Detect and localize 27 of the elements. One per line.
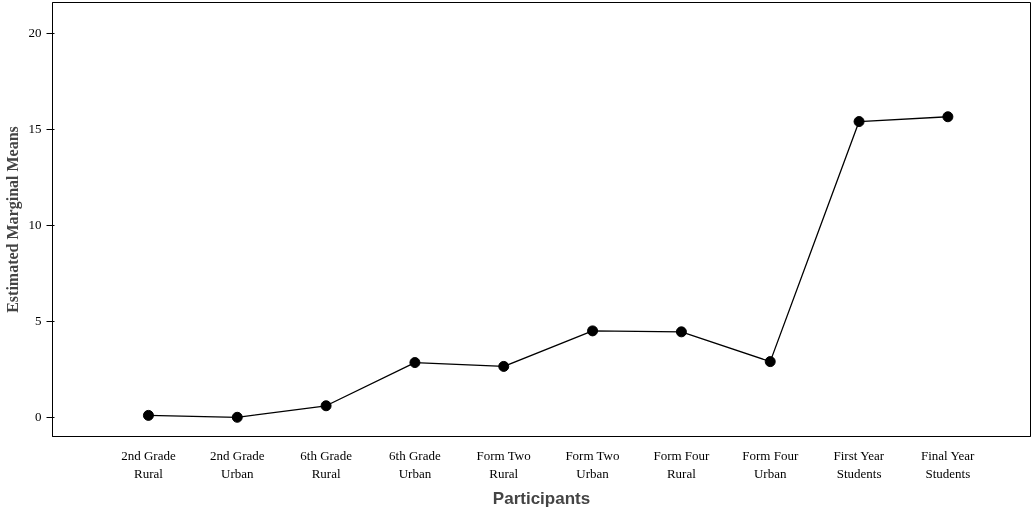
point — [587, 325, 599, 337]
x-tick-label: Form Two Rural — [476, 447, 531, 481]
x-tick-label: Form Four Rural — [653, 447, 711, 481]
x-tick-label: 6th Grade Urban — [389, 447, 441, 481]
x-tick-label: Form Four Urban — [742, 447, 799, 481]
y-tick-label: 10 — [28, 217, 42, 233]
x-tick-label: Form Two Urban — [565, 447, 620, 481]
y-axis-title: Estimated Marginal Means — [3, 126, 22, 313]
point — [853, 116, 865, 128]
point — [231, 411, 243, 423]
point — [675, 326, 687, 338]
y-tick-label: 15 — [28, 121, 42, 137]
point — [498, 360, 510, 372]
x-tick-label: 2nd Grade Urban — [210, 447, 265, 481]
x-tick-label: First Year Students — [833, 447, 885, 481]
point — [320, 400, 332, 412]
y-tick-label: 20 — [28, 25, 42, 41]
point — [142, 409, 154, 421]
point — [942, 111, 954, 123]
point — [409, 357, 421, 369]
x-tick-label: 2nd Grade Rural — [121, 447, 176, 481]
x-axis-title: Participants — [492, 488, 591, 508]
x-tick-label: 6th Grade Rural — [300, 447, 353, 481]
y-tick-label: 0 — [35, 409, 42, 425]
x-tick-label: Final Year Students — [920, 447, 976, 481]
y-tick-label: 5 — [35, 313, 42, 329]
point — [764, 356, 776, 368]
